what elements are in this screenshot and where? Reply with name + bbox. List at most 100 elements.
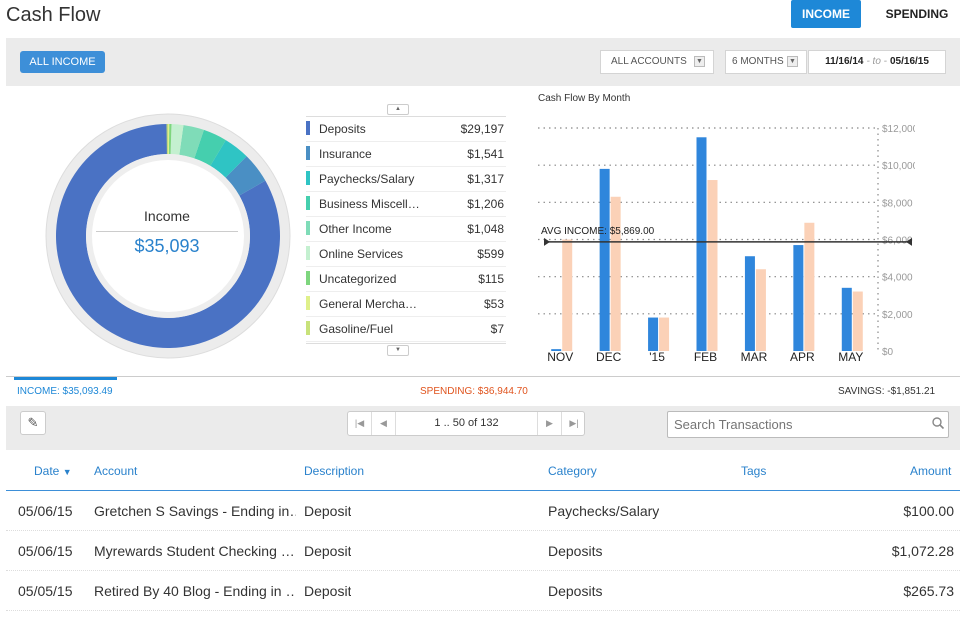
first-page-icon[interactable]: |◀ [348, 412, 372, 435]
y-tick-label: $12,000 [882, 124, 915, 135]
prev-page-icon[interactable]: ◀ [372, 412, 396, 435]
search-input[interactable] [667, 411, 949, 438]
legend-item-name: Business Miscell… [319, 197, 419, 211]
income-bar[interactable] [648, 317, 659, 351]
income-indicator [14, 377, 117, 380]
table-row[interactable]: 05/06/15 Gretchen S Savings - Ending in… D… [6, 491, 960, 531]
spending-bar[interactable] [804, 222, 815, 351]
row-category: Paychecks/Salary [548, 503, 660, 519]
row-amount: $265.73 [903, 583, 954, 599]
donut-slice[interactable] [168, 124, 172, 155]
legend-swatch [306, 146, 310, 160]
legend-item[interactable]: General Mercha… $53 [306, 292, 506, 317]
income-bar[interactable] [841, 287, 852, 351]
legend-item[interactable]: Uncategorized $115 [306, 267, 506, 292]
x-tick-label: MAY [838, 350, 863, 364]
row-date: 05/06/15 [18, 543, 73, 559]
all-income-button[interactable]: ALL INCOME [20, 51, 105, 73]
legend-swatch [306, 296, 310, 310]
spending-bar[interactable] [707, 180, 718, 351]
legend-item-value: $115 [478, 272, 504, 286]
spending-tab[interactable]: SPENDING [885, 7, 949, 21]
spending-bar[interactable] [610, 196, 621, 351]
legend-divider [306, 316, 506, 317]
chevron-down-icon: ▼ [787, 56, 798, 67]
income-bar[interactable] [599, 168, 610, 351]
legend-item-value: $1,048 [467, 222, 504, 236]
y-tick-label: $2,000 [882, 310, 913, 321]
table-row[interactable]: 05/05/15 Retired By 40 Blog - Ending in …… [6, 571, 960, 611]
amount-column-header[interactable]: Amount [910, 464, 952, 478]
legend-item[interactable]: Online Services $599 [306, 242, 506, 267]
donut-slice[interactable] [194, 129, 226, 166]
search-icon[interactable] [931, 416, 945, 430]
legend-item[interactable]: Paychecks/Salary $1,317 [306, 167, 506, 192]
date-to[interactable]: 05/16/15 [890, 56, 929, 67]
legend-item-value: $7 [490, 322, 504, 336]
date-range-picker[interactable]: 11/16/14- to -05/16/15 [808, 50, 946, 74]
legend-item[interactable]: Business Miscell… $1,206 [306, 192, 506, 217]
tags-column-header[interactable]: Tags [741, 464, 767, 478]
donut-slice[interactable] [167, 124, 170, 155]
legend-item-value: $1,541 [467, 147, 504, 161]
chevron-down-icon: ▼ [694, 56, 705, 67]
donut-slice[interactable] [170, 124, 184, 155]
accounts-select-value: ALL ACCOUNTS [611, 56, 687, 67]
description-column-header[interactable]: Description [304, 464, 365, 478]
row-date: 05/05/15 [18, 583, 73, 599]
x-tick-label: FEB [694, 350, 717, 364]
row-account: Gretchen S Savings - Ending in… [94, 503, 296, 519]
account-column-header[interactable]: Account [94, 464, 138, 478]
months-select-value: 6 MONTHS [732, 56, 784, 67]
category-column-header[interactable]: Category [548, 464, 597, 478]
legend-scroll-up[interactable]: ▲ [387, 104, 409, 115]
legend-divider [306, 343, 506, 344]
average-marker-right [906, 237, 912, 246]
y-tick-label: $6,000 [882, 236, 913, 247]
y-tick-label: $8,000 [882, 198, 913, 209]
date-from[interactable]: 11/16/14 [825, 56, 864, 67]
date-column-header[interactable]: Date ▼ [34, 464, 72, 478]
edit-icon[interactable]: ✎ [20, 411, 46, 435]
legend-item[interactable]: Gasoline/Fuel $7 [306, 317, 506, 342]
income-bar[interactable] [744, 256, 755, 351]
accounts-select[interactable]: ALL ACCOUNTS ▼ [600, 50, 714, 74]
last-page-icon[interactable]: ▶| [569, 418, 579, 428]
x-tick-label: NOV [547, 350, 573, 364]
income-bar[interactable] [551, 349, 562, 351]
legend-item[interactable]: Insurance $1,541 [306, 142, 506, 167]
next-page-icon[interactable]: ▶ [538, 412, 562, 435]
row-description: Deposit [304, 583, 352, 599]
legend-scroll-down[interactable]: ▼ [387, 345, 409, 356]
table-header [6, 450, 960, 491]
x-tick-label: '15 [649, 350, 665, 364]
legend-swatch [306, 221, 310, 235]
spending-bar[interactable] [562, 239, 573, 352]
spending-total[interactable]: SPENDING: $36,944.70 [420, 386, 528, 397]
legend-item-name: Paychecks/Salary [319, 172, 415, 186]
page-title: Cash Flow [6, 4, 101, 26]
months-select[interactable]: 6 MONTHS ▼ [725, 50, 807, 74]
donut-slice[interactable] [179, 125, 204, 159]
income-bar[interactable] [793, 245, 804, 351]
income-donut-chart [45, 113, 291, 359]
income-bar[interactable] [696, 137, 707, 351]
spending-bar[interactable] [755, 269, 766, 351]
category-legend: Deposits $29,197 Insurance $1,541 Paychecks/… [306, 117, 506, 342]
donut-slice[interactable] [225, 156, 266, 196]
legend-item[interactable]: Other Income $1,048 [306, 217, 506, 242]
spending-bar[interactable] [659, 317, 670, 351]
spending-bar[interactable] [852, 291, 863, 351]
income-tab[interactable]: INCOME [791, 0, 861, 28]
summary-bar [6, 376, 960, 406]
date-separator: - to - [866, 56, 887, 67]
table-row[interactable]: 05/06/15 Myrewards Student Checking … Depo… [6, 531, 960, 571]
donut-slice[interactable] [210, 140, 247, 178]
legend-divider [306, 266, 506, 267]
donut-slice[interactable] [166, 124, 168, 155]
legend-item-name: Uncategorized [319, 272, 397, 286]
average-marker-left [544, 237, 550, 246]
legend-divider [306, 166, 506, 167]
legend-item[interactable]: Deposits $29,197 [306, 117, 506, 142]
income-total[interactable]: INCOME: $35,093.49 [17, 386, 113, 397]
